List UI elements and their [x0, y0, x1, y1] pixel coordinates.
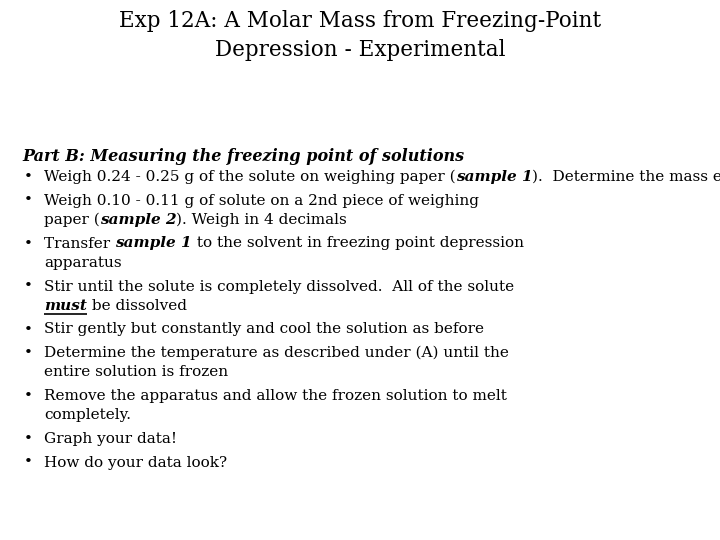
- Text: sample 1: sample 1: [115, 237, 192, 251]
- Text: •: •: [24, 432, 33, 446]
- Text: Remove the apparatus and allow the frozen solution to melt: Remove the apparatus and allow the froze…: [44, 389, 507, 403]
- Text: Graph your data!: Graph your data!: [44, 432, 177, 446]
- Text: •: •: [24, 237, 33, 251]
- Text: 1: 1: [521, 170, 532, 184]
- Text: be dissolved: be dissolved: [87, 299, 187, 313]
- Text: •: •: [24, 193, 33, 207]
- Text: must: must: [44, 299, 87, 313]
- Text: ).  Determine the mass exactly (record in 4 decimals): ). Determine the mass exactly (record in…: [532, 170, 720, 184]
- Text: Exp 12A: A Molar Mass from Freezing-Point
Depression - Experimental: Exp 12A: A Molar Mass from Freezing-Poin…: [119, 10, 601, 61]
- Text: •: •: [24, 280, 33, 294]
- Text: Transfer: Transfer: [44, 237, 115, 251]
- Text: completely.: completely.: [44, 408, 131, 422]
- Text: apparatus: apparatus: [44, 256, 122, 270]
- Text: •: •: [24, 322, 33, 336]
- Text: How do your data look?: How do your data look?: [44, 456, 227, 469]
- Text: •: •: [24, 456, 33, 469]
- Text: sample 2: sample 2: [100, 213, 176, 227]
- Text: ). Weigh in 4 decimals: ). Weigh in 4 decimals: [176, 213, 347, 227]
- Text: Stir gently but constantly and cool the solution as before: Stir gently but constantly and cool the …: [44, 322, 484, 336]
- Text: •: •: [24, 346, 33, 360]
- Text: •: •: [24, 170, 33, 184]
- Text: sample: sample: [456, 170, 516, 184]
- Text: Part B: Measuring the freezing point of solutions: Part B: Measuring the freezing point of …: [22, 148, 464, 165]
- Text: •: •: [24, 389, 33, 403]
- Text: Determine the temperature as described under (A) until the: Determine the temperature as described u…: [44, 346, 509, 360]
- Text: to the solvent in freezing point depression: to the solvent in freezing point depress…: [192, 237, 523, 251]
- Text: Weigh 0.24 - 0.25 g of the solute on weighing paper (: Weigh 0.24 - 0.25 g of the solute on wei…: [44, 170, 456, 184]
- Text: entire solution is frozen: entire solution is frozen: [44, 366, 228, 380]
- Text: paper (: paper (: [44, 213, 100, 227]
- Text: Weigh 0.10 - 0.11 g of solute on a 2nd piece of weighing: Weigh 0.10 - 0.11 g of solute on a 2nd p…: [44, 193, 479, 207]
- Text: Stir until the solute is completely dissolved.  All of the solute: Stir until the solute is completely diss…: [44, 280, 514, 294]
